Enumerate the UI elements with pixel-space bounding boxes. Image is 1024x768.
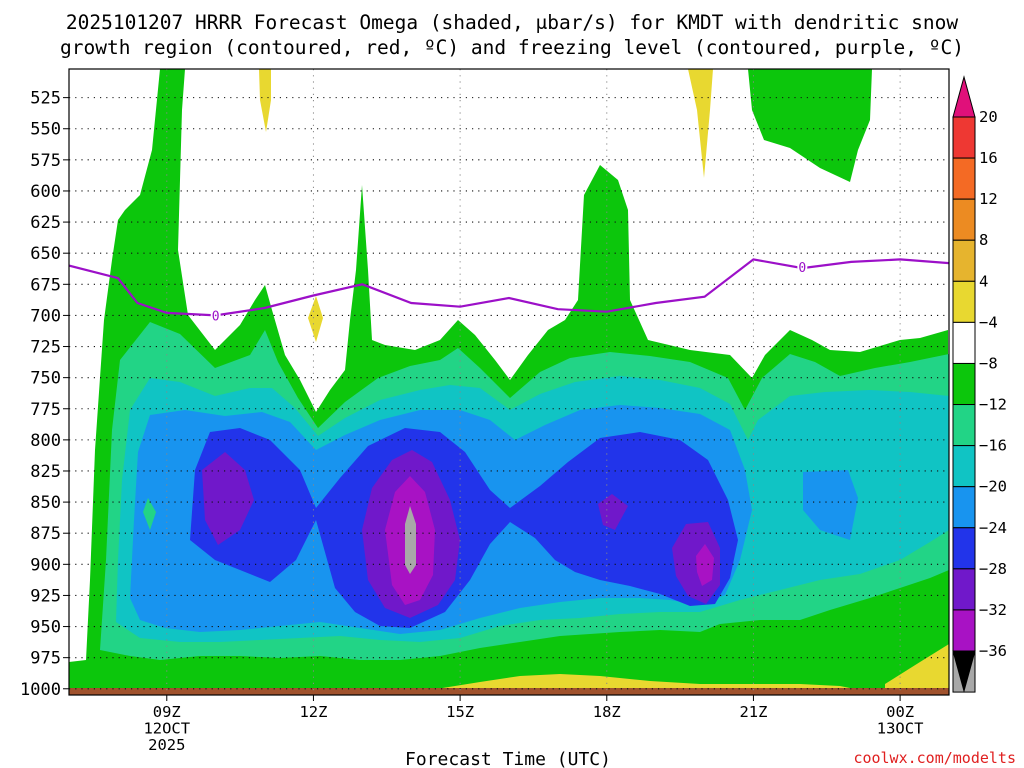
colorbar-tick-label: −8 [979, 354, 998, 372]
y-tick-label: 550 [30, 120, 61, 140]
x-tick-label: 09Z [153, 703, 181, 721]
colorbar-tick-label: −24 [979, 519, 1007, 537]
colorbar-tick-label: 16 [979, 149, 998, 167]
omega-fill-plus4-a [259, 69, 271, 132]
omega-fill-minus24-a [202, 452, 254, 545]
x-axis-label: Forecast Time (UTC) [405, 749, 611, 768]
y-axis: 525 550 575 600 625 650 675 700 725 750 775 800 825 8… [20, 89, 69, 700]
x-tick-label: 18Z [593, 703, 621, 721]
x-tick-label: 15Z [446, 703, 474, 721]
y-tick-label: 900 [30, 555, 61, 575]
colorbar-bin [952, 609, 976, 652]
y-tick-label: 825 [30, 462, 61, 482]
colorbar-tick-label: 20 [979, 108, 998, 126]
omega-fill-minus24-d [672, 522, 720, 604]
freezing-level-label-bg [210, 308, 221, 323]
colorbar-tick-label: −4 [979, 313, 998, 331]
colorbar-tick-label: −36 [979, 642, 1007, 660]
freezing-level-label: 0 [212, 309, 220, 324]
x-tick-label: 2025 [148, 736, 185, 754]
surface-band [69, 688, 949, 695]
colorbar-bin [952, 445, 976, 488]
plot-area: 00 [69, 69, 949, 695]
colorbar: 20 16 12 8 4 −4 −8 −12 −16 −20 −24 −28 −32 −36 [952, 75, 1007, 693]
y-tick-label: 925 [30, 586, 61, 606]
y-tick-label: 650 [30, 244, 61, 264]
colorbar-bin [952, 198, 976, 241]
omega-fill-minus4-upper-right [748, 69, 872, 182]
x-tick-label: 12Z [299, 703, 327, 721]
y-tick-label: 625 [30, 213, 61, 233]
chart-title-line-1: 2025101207 HRRR Forecast Omega (shaded, … [66, 11, 958, 34]
y-tick-label: 875 [30, 524, 61, 544]
colorbar-bin [952, 486, 976, 529]
y-tick-label: 525 [30, 89, 61, 109]
colorbar-bin [952, 362, 976, 406]
x-tick-label: 00Z [886, 703, 914, 721]
y-tick-label: 850 [30, 493, 61, 513]
colorbar-tick-label: −28 [979, 560, 1007, 578]
omega-fill-minus32 [405, 506, 416, 574]
y-tick-label: 1000 [20, 680, 61, 700]
colorbar-bottom-triangle [952, 650, 976, 693]
colorbar-tick-label: 8 [979, 231, 988, 249]
colorbar-bin [952, 239, 976, 282]
y-tick-label: 675 [30, 275, 61, 295]
y-tick-label: 700 [30, 306, 61, 326]
colorbar-tick-label: 12 [979, 190, 998, 208]
colorbar-tick-label: −16 [979, 437, 1007, 455]
freezing-level-layer: 00 [69, 258, 949, 324]
colorbar-bin [952, 568, 976, 611]
freezing-level-label: 0 [798, 261, 806, 276]
colorbar-bin [952, 280, 976, 323]
grid-layer [69, 69, 949, 695]
omega-fill-minus24-c [598, 494, 628, 530]
y-tick-label: 750 [30, 369, 61, 389]
colorbar-tick-label: −20 [979, 478, 1007, 496]
chart-title-line-2: growth region (contoured, red, ºC) and f… [60, 36, 964, 59]
colorbar-bin [952, 157, 976, 200]
colorbar-bin [952, 527, 976, 570]
colorbar-bin [952, 116, 976, 159]
plot-frame [68, 68, 950, 696]
colorbar-tick-label: −12 [979, 396, 1007, 414]
omega-fill-minus12-small-left [143, 498, 156, 530]
y-tick-label: 975 [30, 649, 61, 669]
x-tick-label: 12OCT [143, 720, 190, 738]
freezing-level-line [69, 258, 949, 317]
omega-fill-plus4-c [688, 69, 713, 178]
y-tick-label: 575 [30, 151, 61, 171]
colorbar-bin [952, 321, 976, 364]
credit-text: coolwx.com/modelts [853, 749, 1016, 767]
colorbar-tick-label: −32 [979, 601, 1007, 619]
y-tick-label: 725 [30, 338, 61, 358]
x-tick-label: 13OCT [877, 720, 924, 738]
colorbar-tick-label: 4 [979, 272, 988, 290]
y-tick-label: 800 [30, 431, 61, 451]
y-tick-label: 775 [30, 400, 61, 420]
y-tick-label: 950 [30, 618, 61, 638]
omega-fill-minus16-right-patch [803, 470, 858, 540]
omega-fill-minus20 [190, 428, 738, 628]
freezing-level-label-bg [797, 259, 808, 274]
omega-fill-minus28-b [696, 544, 714, 586]
omega-fill-plus4-b [308, 296, 323, 342]
colorbar-bin [952, 404, 976, 447]
omega-fill-plus4-e [885, 644, 949, 695]
x-tick-label: 21Z [739, 703, 767, 721]
y-tick-label: 600 [30, 182, 61, 202]
colorbar-top-triangle [952, 75, 976, 118]
